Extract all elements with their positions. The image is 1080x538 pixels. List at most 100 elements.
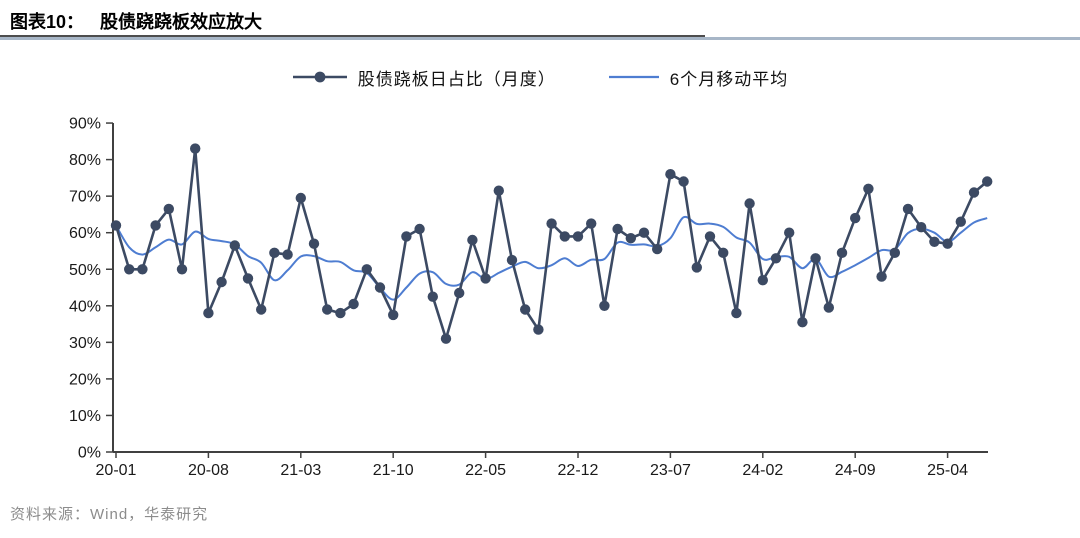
y-tick-label: 10% xyxy=(69,408,101,425)
legend-item-daily-ratio: 股债跷板日占比（月度） xyxy=(292,65,556,90)
main-series-point xyxy=(216,276,227,288)
main-series-point xyxy=(572,231,584,242)
main-series-point xyxy=(982,176,993,187)
y-tick-label: 90% xyxy=(69,116,101,133)
main-series-point xyxy=(335,307,346,319)
title-underline-dark xyxy=(0,35,705,37)
main-series-point xyxy=(401,231,412,242)
legend-line-dot-swatch xyxy=(292,71,347,83)
x-tick-label: 22-05 xyxy=(465,462,506,479)
main-series-point xyxy=(176,264,188,275)
main-series-point xyxy=(704,231,716,242)
main-series-point xyxy=(652,243,663,255)
main-series-point xyxy=(876,271,887,282)
x-tick-label: 23-07 xyxy=(650,462,691,479)
moving-average-line xyxy=(115,215,988,301)
main-series-point xyxy=(797,317,808,328)
main-series-point xyxy=(770,253,782,264)
main-series-point xyxy=(269,247,280,258)
main-series-point xyxy=(414,223,425,235)
main-series-point xyxy=(137,264,148,275)
main-series-point xyxy=(744,198,755,209)
x-tick-label: 24-09 xyxy=(835,462,876,479)
main-series-point xyxy=(374,282,386,293)
main-series-point xyxy=(163,203,174,215)
main-series-point xyxy=(440,333,452,344)
x-tick-label: 22-12 xyxy=(558,462,599,479)
legend-label-moving-average: 6个月移动平均 xyxy=(669,69,789,89)
main-series-point xyxy=(955,216,966,227)
main-series-point xyxy=(480,273,491,284)
main-series-point xyxy=(863,183,874,194)
main-series-point xyxy=(559,231,570,242)
main-series-point xyxy=(942,238,953,249)
main-series-point xyxy=(916,222,927,233)
main-series-point xyxy=(203,307,214,319)
main-series-point xyxy=(823,302,834,313)
main-series-point xyxy=(718,247,729,258)
y-tick-label: 60% xyxy=(69,225,101,242)
legend-item-moving-average: 6个月移动平均 xyxy=(608,65,788,90)
x-tick-label: 20-01 xyxy=(96,462,137,479)
main-series-point xyxy=(242,273,254,284)
main-series-point xyxy=(110,220,122,231)
main-series-point xyxy=(625,233,636,244)
main-series-point xyxy=(691,262,702,273)
main-series-point xyxy=(361,264,372,275)
main-series-point xyxy=(124,264,135,275)
main-series-point xyxy=(229,240,240,251)
main-series-point xyxy=(757,275,768,286)
x-tick-label: 20-08 xyxy=(188,462,229,479)
main-series-point xyxy=(968,187,980,198)
legend-label-daily-ratio: 股债跷板日占比（月度） xyxy=(357,69,556,89)
main-series-point xyxy=(810,253,821,264)
y-tick-label: 30% xyxy=(69,335,101,352)
main-series-point xyxy=(889,247,900,258)
x-tick-label: 21-10 xyxy=(373,462,414,479)
y-tick-label: 0% xyxy=(78,445,101,462)
y-tick-label: 40% xyxy=(69,298,101,315)
title-underline-blue xyxy=(0,37,1080,40)
main-series-point xyxy=(533,324,544,335)
main-series-point xyxy=(308,238,320,249)
y-tick-label: 70% xyxy=(69,189,101,206)
x-tick-label: 25-04 xyxy=(927,462,968,479)
main-series-point xyxy=(902,203,914,215)
main-series-point xyxy=(520,304,531,315)
main-series-point xyxy=(190,143,201,154)
main-series-point xyxy=(599,300,610,311)
main-series-point xyxy=(150,220,161,231)
figure-title: 图表10： 股债跷跷板效应放大 xyxy=(10,8,262,34)
main-series-line xyxy=(114,147,989,341)
main-series-point xyxy=(678,176,689,187)
main-series-point xyxy=(665,169,676,180)
main-series-point xyxy=(256,304,267,315)
main-series-point xyxy=(784,227,795,238)
main-series-point xyxy=(493,185,504,196)
figure-number-label: 图表10： xyxy=(10,12,85,32)
legend-line-swatch xyxy=(608,75,659,79)
y-tick-label: 80% xyxy=(69,152,101,169)
main-series-point xyxy=(295,192,306,204)
y-tick-label: 50% xyxy=(69,262,101,279)
main-series-point xyxy=(322,304,333,315)
main-series-point xyxy=(427,291,438,302)
figure-title-text: 股债跷跷板效应放大 xyxy=(100,12,263,32)
main-series-point xyxy=(612,223,623,235)
main-series-point xyxy=(388,309,399,321)
main-series-point xyxy=(586,218,597,229)
main-series-point xyxy=(506,254,518,266)
main-series-point xyxy=(929,236,940,247)
main-series-point xyxy=(454,287,465,299)
main-series-point xyxy=(348,298,359,310)
x-tick-label: 21-03 xyxy=(280,462,321,479)
data-source-note: 资料来源：Wind，华泰研究 xyxy=(10,506,209,523)
main-series-point xyxy=(836,247,848,258)
main-series-point xyxy=(731,307,742,319)
main-series-point xyxy=(546,218,557,229)
main-series-point xyxy=(467,234,478,246)
main-series-point xyxy=(282,249,293,260)
y-tick-label: 20% xyxy=(69,371,101,388)
